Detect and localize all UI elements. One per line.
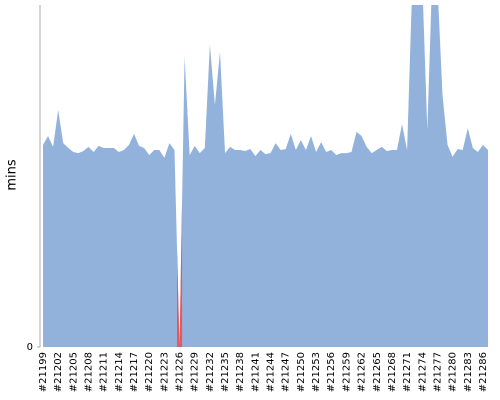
- x-tick-label: #21283: [463, 352, 474, 392]
- x-tick-label: #21205: [68, 352, 79, 392]
- x-tick-label: #21265: [372, 352, 383, 392]
- x-tick-label: #21226: [175, 352, 186, 392]
- x-tick-label: #21235: [220, 352, 231, 392]
- x-tick-label: #21223: [159, 352, 170, 392]
- x-tick-label: #21199: [38, 352, 49, 392]
- x-tick-label: #21244: [266, 352, 277, 392]
- x-tick-label: #21202: [53, 352, 64, 392]
- x-tick-label: #21262: [357, 352, 368, 392]
- x-tick-label: #21271: [402, 352, 413, 392]
- x-tick-label: #21247: [281, 352, 292, 392]
- x-tick-label: #21268: [387, 352, 398, 392]
- y-tick-label: 0: [27, 342, 33, 353]
- x-tick-label: #21220: [144, 352, 155, 392]
- x-tick-label: #21286: [478, 352, 489, 392]
- x-tick-label: #21253: [311, 352, 322, 392]
- x-tick-label: #21214: [114, 352, 125, 392]
- y-axis-label: mins: [5, 159, 20, 191]
- x-tick-label: #21277: [432, 352, 443, 392]
- x-tick-label: #21259: [341, 352, 352, 392]
- x-tick-label: #21211: [99, 352, 110, 392]
- x-tick-label: #21217: [129, 352, 140, 392]
- x-tick-label: #21274: [417, 352, 428, 392]
- x-tick-label: #21238: [235, 352, 246, 392]
- x-tick-label: #21250: [296, 352, 307, 392]
- x-tick-label: #21280: [448, 352, 459, 392]
- highlight-area: [177, 201, 183, 347]
- x-tick-label: #21232: [205, 352, 216, 392]
- area: [43, 5, 488, 347]
- x-tick-label: #21241: [250, 352, 261, 392]
- plot-area: [43, 5, 488, 347]
- x-tick-label: #21208: [84, 352, 95, 392]
- x-tick-label: #21229: [190, 352, 201, 392]
- x-tick-label: #21256: [326, 352, 337, 392]
